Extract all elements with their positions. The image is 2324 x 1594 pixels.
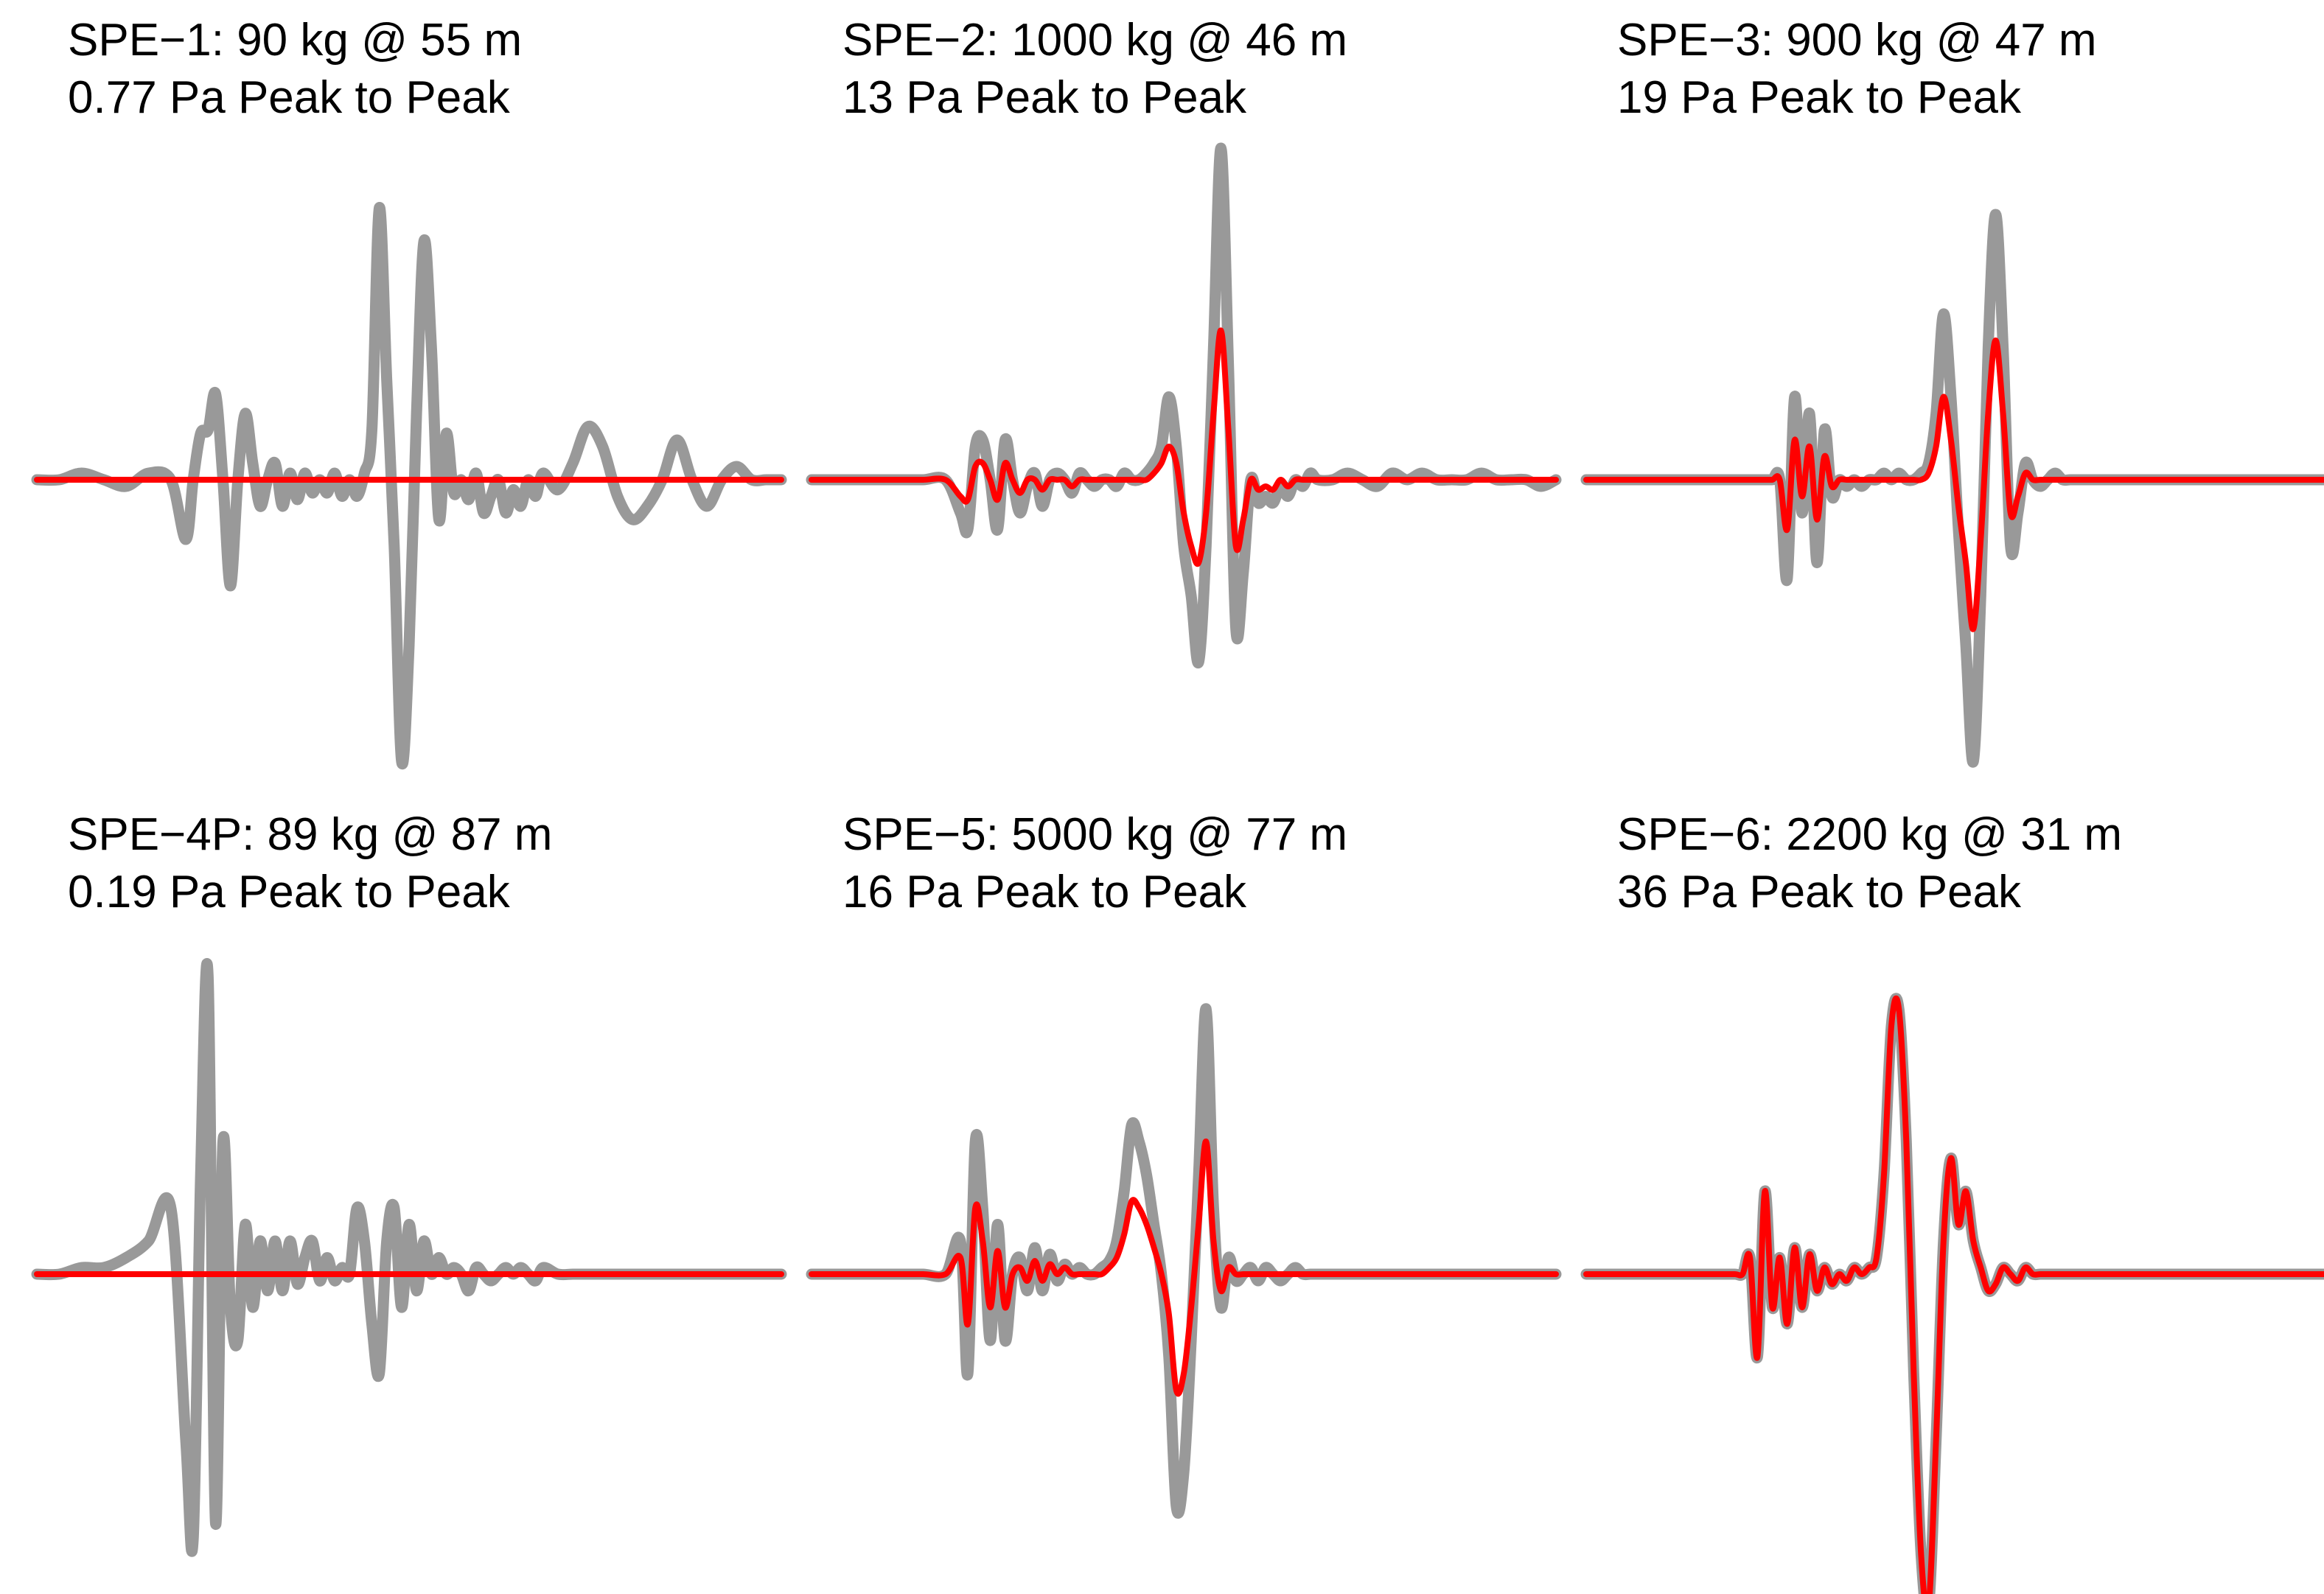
waveform-plot-spe-3 — [1580, 209, 2324, 768]
panel-title-line-1: SPE−2: 1000 kg @ 46 m — [842, 15, 1348, 66]
model-waveform-line — [1583, 995, 2324, 1594]
panel-title-line-1: SPE−5: 5000 kg @ 77 m — [842, 809, 1348, 860]
panel-title: SPE−4P: 89 kg @ 87 m 0.19 Pa Peak to Pea… — [68, 806, 552, 921]
observed-waveform-line — [31, 957, 787, 1557]
panel-title-line-2: 0.77 Pa Peak to Peak — [68, 72, 510, 123]
panel-spe-4p: SPE−4P: 89 kg @ 87 m 0.19 Pa Peak to Pea… — [0, 794, 787, 1589]
panel-spe-1: SPE−1: 90 kg @ 55 m 0.77 Pa Peak to Peak — [0, 0, 787, 794]
waveform-plot-spe-6 — [1580, 993, 2324, 1594]
panel-title: SPE−3: 900 kg @ 47 m 19 Pa Peak to Peak — [1617, 12, 2097, 127]
waveform-plot-spe-5 — [806, 1003, 1562, 1519]
panel-spe-2: SPE−2: 1000 kg @ 46 m 13 Pa Peak to Peak — [775, 0, 1562, 794]
panel-title-line-2: 16 Pa Peak to Peak — [842, 867, 1247, 917]
observed-waveform-line — [806, 142, 1562, 669]
panel-title: SPE−2: 1000 kg @ 46 m 13 Pa Peak to Peak — [842, 12, 1347, 127]
observed-waveform-line — [1580, 993, 2324, 1594]
panel-spe-5: SPE−5: 5000 kg @ 77 m 16 Pa Peak to Peak — [775, 794, 1562, 1589]
panel-title: SPE−1: 90 kg @ 55 m 0.77 Pa Peak to Peak — [68, 12, 522, 127]
panel-title-line-1: SPE−1: 90 kg @ 55 m — [68, 15, 523, 66]
model-waveform-line — [809, 1138, 1559, 1397]
panel-title: SPE−5: 5000 kg @ 77 m 16 Pa Peak to Peak — [842, 806, 1347, 921]
panel-title-line-2: 13 Pa Peak to Peak — [842, 72, 1247, 123]
panel-title-line-1: SPE−4P: 89 kg @ 87 m — [68, 809, 553, 860]
panel-title-line-1: SPE−3: 900 kg @ 47 m — [1617, 15, 2097, 66]
panel-title-line-1: SPE−6: 2200 kg @ 31 m — [1617, 809, 2123, 860]
observed-waveform-line — [806, 1003, 1562, 1519]
waveform-plot-spe-2 — [806, 142, 1562, 669]
model-waveform-line — [1583, 338, 2324, 632]
panel-title-line-2: 19 Pa Peak to Peak — [1617, 72, 2022, 123]
panel-title-line-2: 0.19 Pa Peak to Peak — [68, 867, 510, 917]
observed-waveform-line — [31, 202, 787, 769]
panel-title: SPE−6: 2200 kg @ 31 m 36 Pa Peak to Peak — [1617, 806, 2122, 921]
panel-spe-3: SPE−3: 900 kg @ 47 m 19 Pa Peak to Peak — [1549, 0, 2324, 794]
panel-spe-6: SPE−6: 2200 kg @ 31 m 36 Pa Peak to Peak — [1549, 794, 2324, 1594]
waveform-plot-spe-4p — [31, 957, 787, 1557]
waveform-plot-spe-1 — [31, 202, 787, 769]
model-waveform-line — [809, 327, 1559, 567]
panel-title-line-2: 36 Pa Peak to Peak — [1617, 867, 2022, 917]
